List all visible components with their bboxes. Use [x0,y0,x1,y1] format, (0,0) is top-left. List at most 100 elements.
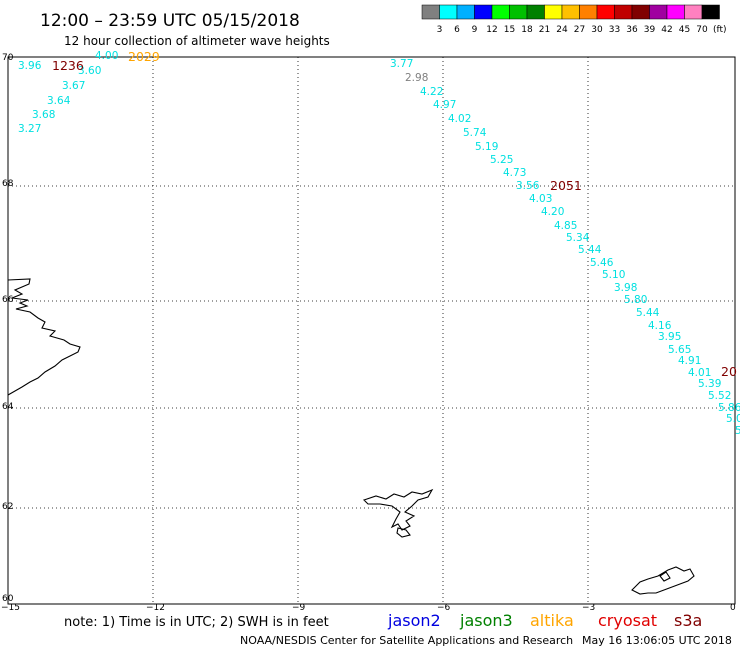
lat-tick-62: 62 [2,502,13,512]
lon-tick-m6: −6 [437,603,451,613]
colorbar-swatch [579,4,598,20]
wave-height-values: 3.96 4.00 3.60 3.67 3.64 3.68 3.27 3.77 2.98 4.22… [18,50,740,437]
legend-cryosat: cryosat [598,611,657,630]
wave-height-colorbar [421,4,720,20]
wave-height-value: 4.22 [420,86,443,98]
wave-height-value: 5.86 [718,402,740,414]
wave-height-value: 4.16 [648,320,672,332]
wave-height-value: 3.67 [62,80,85,92]
colorbar-label: 36 [626,25,638,35]
colorbar-labels: 3 6 9 12 15 18 21 24 27 30 33 36 39 42 45 70 [437,25,708,35]
wave-height-value: 4.02 [448,113,471,125]
wave-height-value: 2.98 [405,72,428,84]
colorbar-swatch [544,4,563,20]
faroe-islands-coastline [362,488,434,531]
colorbar-label: 70 [696,25,708,35]
colorbar-label: 12 [486,25,497,35]
wave-height-value: 4.20 [541,206,564,218]
lat-tick-68: 68 [2,179,14,189]
legend-jason3: jason3 [459,611,513,630]
wave-height-value: 5.44 [636,307,660,319]
wave-height-value: 3.60 [78,65,101,77]
colorbar-swatch [631,4,650,20]
faroe-islet [396,527,411,538]
colorbar-label: 3 [437,25,443,35]
lat-tick-70: 70 [2,53,14,63]
wave-height-value: 4.00 [95,50,118,62]
colorbar-label: 24 [556,25,568,35]
wave-height-value: 4.01 [688,367,711,379]
iceland-coastline [7,278,81,396]
wave-height-value: 5.52 [708,390,731,402]
lon-tick-m9: −9 [292,603,306,613]
colorbar-label: 27 [574,25,585,35]
pass-time-label: 20 [721,364,737,379]
colorbar-swatch [561,4,580,20]
page-subtitle: 12 hour collection of altimeter wave hei… [64,34,330,48]
pass-time-label: 1236 [52,58,84,73]
wave-height-value: 5.65 [668,344,691,356]
colorbar-label: 18 [521,25,533,35]
colorbar-label: 39 [644,25,656,35]
colorbar-label: 45 [679,25,690,35]
wave-height-value: 3.64 [47,95,71,107]
wave-height-value: 5.0 [726,413,740,425]
colorbar-swatch [649,4,668,20]
colorbar-swatch [491,4,510,20]
colorbar-swatch [439,4,458,20]
wave-height-value: 4.03 [529,193,552,205]
colorbar-swatch [596,4,615,20]
lon-tick-0: 0 [730,603,736,613]
lon-tick-m3: −3 [582,603,595,613]
colorbar-label: 21 [539,25,550,35]
colorbar-label: 6 [454,25,460,35]
lat-tick-66: 66 [2,295,14,305]
colorbar-swatch [701,4,720,20]
lon-tick-m12: −12 [146,603,165,613]
colorbar-swatch [456,4,475,20]
footer-timestamp: May 16 13:06:05 UTC 2018 [582,634,732,647]
legend-jason2: jason2 [387,611,441,630]
wave-height-value: 5.44 [578,244,602,256]
pass-time-label: 2051 [550,178,582,193]
wave-height-value: 5.34 [566,232,590,244]
colorbar-swatch [421,4,440,20]
legend-s3a: s3a [674,611,702,630]
lon-tick-m15: −15 [1,603,20,613]
wave-height-value: 5.19 [475,141,498,153]
colorbar-swatch [614,4,633,20]
colorbar-unit: (ft) [713,25,727,35]
satellite-legend: jason2 jason3 altika cryosat s3a [387,611,702,630]
colorbar-swatch [526,4,545,20]
colorbar-label: 30 [591,25,603,35]
shetland-coastline [631,566,695,595]
colorbar-swatch [666,4,685,20]
wave-height-value: 5.46 [590,257,614,269]
colorbar-label: 42 [661,25,672,35]
footer-credit: NOAA/NESDIS Center for Satellite Applica… [240,634,573,647]
colorbar-label: 9 [472,25,478,35]
legend-altika: altika [530,611,574,630]
wave-height-value: 5.39 [698,378,721,390]
colorbar-label: 33 [609,25,620,35]
wave-height-value: 3.56 [516,180,540,192]
wave-height-value: 3.95 [658,331,681,343]
footer-note: note: 1) Time is in UTC; 2) SWH is in fe… [64,615,329,630]
colorbar-label: 15 [504,25,515,35]
wave-height-value: 5.25 [490,154,513,166]
graticule [8,57,735,604]
wave-height-value: 3.77 [390,58,413,70]
wave-height-value: 4.85 [554,220,577,232]
wave-height-value: 5.10 [602,269,625,281]
wave-height-value: 4.73 [503,167,526,179]
colorbar-swatch [509,4,528,20]
wave-height-value: 3.96 [18,60,42,72]
wave-height-value: 4.97 [433,99,456,111]
wave-height-value: 3.27 [18,123,41,135]
wave-height-value: 4.91 [678,355,701,367]
page-title: 12:00 – 23:59 UTC 05/15/2018 [40,11,300,31]
wave-height-value: 3.98 [614,282,637,294]
colorbar-swatch [474,4,493,20]
lat-tick-60: 60 [2,594,14,604]
